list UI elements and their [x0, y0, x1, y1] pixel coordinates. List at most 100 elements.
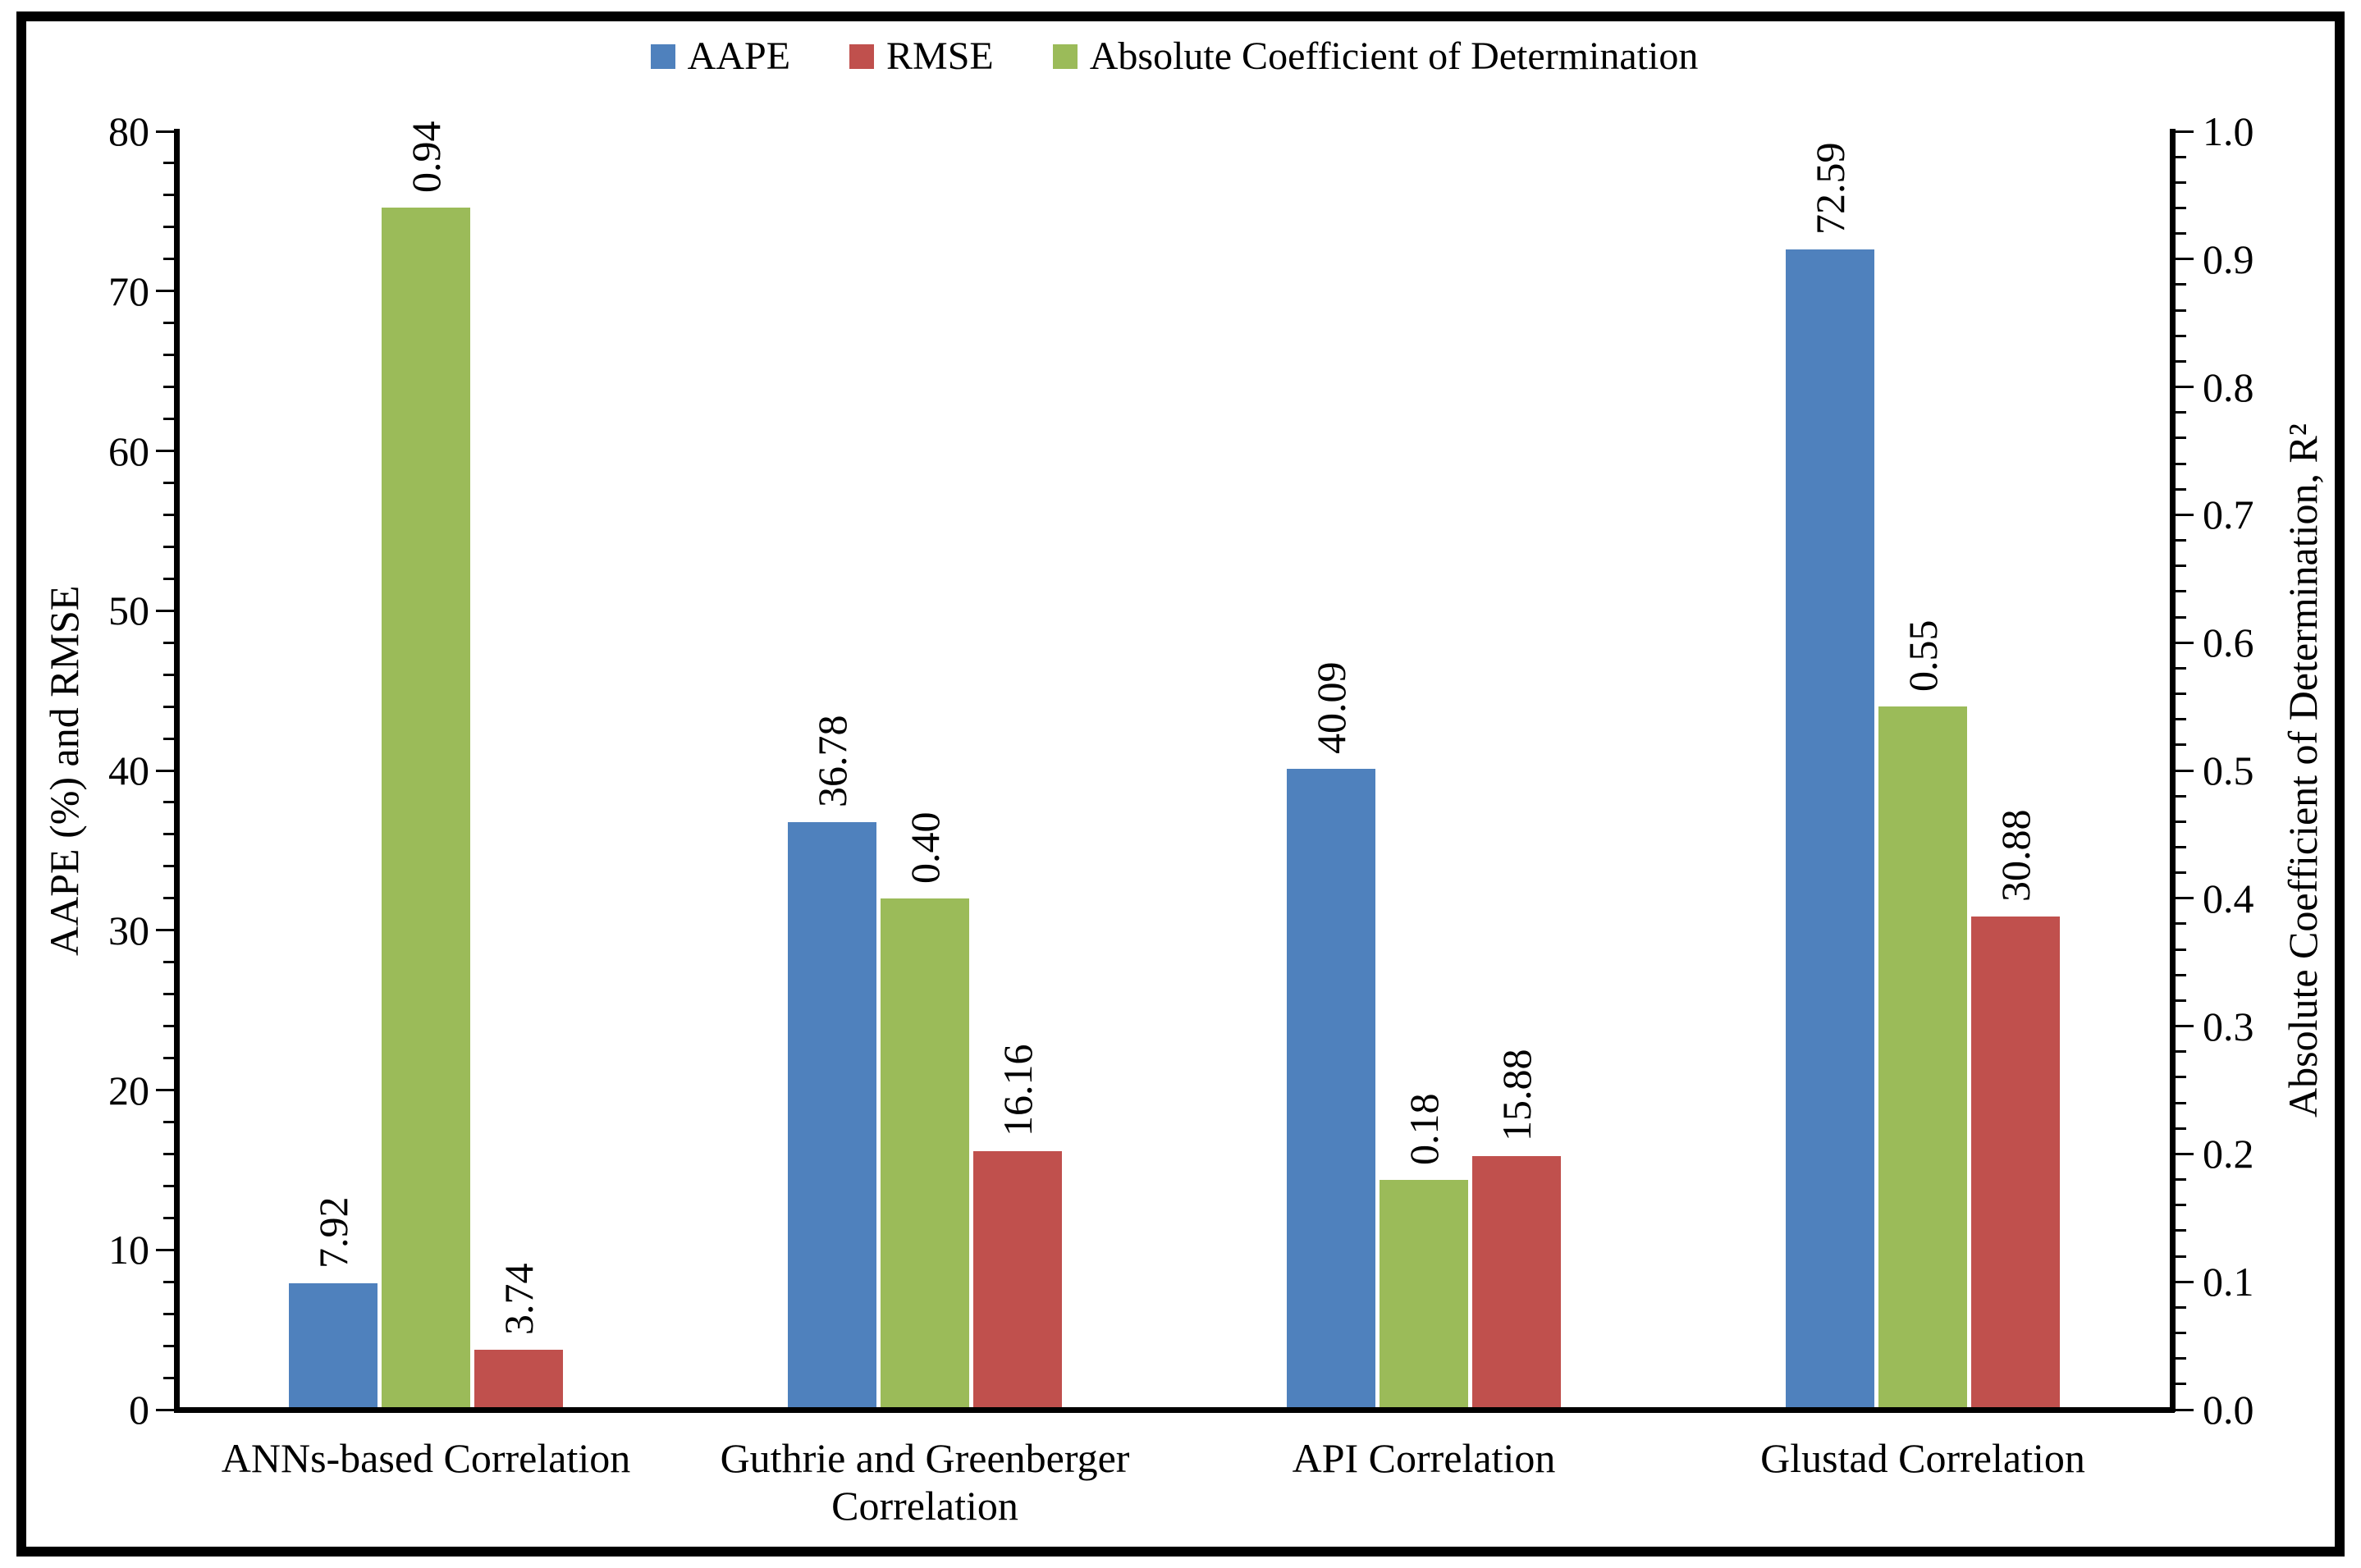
left-major-tick — [156, 1089, 174, 1091]
left-major-tick — [156, 609, 174, 612]
bar-label-aape-glustad-correlation: 72.59 — [1807, 142, 1853, 235]
right-tick-label: 0.0 — [2203, 1387, 2254, 1433]
right-major-tick — [2176, 513, 2194, 516]
left-minor-tick — [163, 1312, 174, 1315]
bar-absolute-coefficient-of-determination-guthrie-and-greenberger-correlation — [881, 898, 969, 1410]
legend: AAPE RMSE Absolute Coefficient of Determin… — [176, 31, 2172, 82]
right-major-tick — [2176, 258, 2194, 261]
left-tick-label: 0 — [129, 1387, 149, 1433]
left-minor-tick — [163, 641, 174, 644]
left-tick-label: 20 — [108, 1067, 149, 1113]
bar-label-aape-anns-based-correlation: 7.92 — [310, 1196, 356, 1269]
bar-label-rmse-glustad-correlation: 30.88 — [1993, 809, 2038, 902]
left-minor-tick — [163, 162, 174, 165]
bar-label-rmse-guthrie-and-greenberger-correlation: 16.16 — [995, 1044, 1041, 1137]
left-major-tick — [156, 1248, 174, 1251]
right-minor-tick — [2176, 1255, 2186, 1258]
right-minor-tick — [2176, 1305, 2186, 1309]
left-minor-tick — [163, 1344, 174, 1347]
left-minor-tick — [163, 577, 174, 580]
right-minor-tick — [2176, 718, 2186, 721]
left-tick-label: 60 — [108, 427, 149, 474]
right-tick-label: 0.1 — [2203, 1259, 2254, 1305]
left-tick-label: 80 — [108, 108, 149, 154]
category-label-anns-based-correlation: ANNs-based Correlation — [221, 1435, 631, 1481]
bar-absolute-coefficient-of-determination-api-correlation — [1380, 1179, 1468, 1410]
bar-label-aape-guthrie-and-greenberger-correlation: 36.78 — [809, 715, 855, 807]
right-major-tick — [2176, 1025, 2194, 1028]
bar-label-rmse-api-correlation: 15.88 — [1494, 1049, 1540, 1141]
right-major-tick — [2176, 1408, 2194, 1411]
right-minor-tick — [2176, 359, 2186, 363]
right-tick-label: 0.9 — [2203, 235, 2254, 282]
right-tick-label: 0.7 — [2203, 491, 2254, 538]
right-axis-line — [2170, 129, 2176, 1412]
left-minor-tick — [163, 673, 174, 676]
left-tick-label: 10 — [108, 1227, 149, 1273]
left-minor-tick — [163, 386, 174, 389]
legend-item-aape: AAPE — [650, 34, 791, 80]
legend-swatch-rmse-icon — [849, 44, 875, 69]
left-major-tick — [156, 450, 174, 452]
legend-swatch-absolute-coefficient-of-determination-icon — [1052, 44, 1078, 69]
bar-rmse-guthrie-and-greenberger-correlation — [973, 1151, 1062, 1410]
right-minor-tick — [2176, 232, 2186, 235]
left-minor-tick — [163, 993, 174, 996]
right-minor-tick — [2176, 411, 2186, 414]
left-minor-tick — [163, 1280, 174, 1283]
left-minor-tick — [163, 1025, 174, 1028]
right-minor-tick — [2176, 462, 2186, 465]
right-minor-tick — [2176, 693, 2186, 696]
category-label-glustad-correlation: Glustad Correlation — [1760, 1435, 2085, 1481]
left-major-tick — [156, 130, 174, 133]
left-tick-label: 50 — [108, 587, 149, 634]
right-major-tick — [2176, 897, 2194, 900]
right-minor-tick — [2176, 1383, 2186, 1386]
right-minor-tick — [2176, 437, 2186, 440]
right-minor-tick — [2176, 309, 2186, 312]
left-minor-tick — [163, 865, 174, 868]
right-minor-tick — [2176, 334, 2186, 337]
right-minor-tick — [2176, 283, 2186, 286]
right-minor-tick — [2176, 871, 2186, 875]
left-tick-label: 40 — [108, 747, 149, 793]
right-tick-label: 0.3 — [2203, 1003, 2254, 1049]
left-minor-tick — [163, 481, 174, 484]
left-axis-title: AAPE (%) and RMSE — [41, 585, 87, 956]
right-minor-tick — [2176, 1076, 2186, 1079]
right-major-tick — [2176, 1152, 2194, 1155]
left-minor-tick — [163, 194, 174, 197]
right-major-tick — [2176, 1280, 2194, 1283]
left-minor-tick — [163, 1184, 174, 1187]
legend-label: AAPE — [687, 34, 791, 78]
legend-label: RMSE — [886, 34, 994, 78]
bar-aape-glustad-correlation — [1786, 249, 1874, 1410]
left-major-tick — [156, 290, 174, 293]
left-major-tick — [156, 1408, 174, 1411]
right-axis-title: Absolute Coefficient of Determination, R… — [2280, 423, 2326, 1118]
bar-label-absolute-coefficient-of-determination-api-correlation: 0.18 — [1401, 1093, 1447, 1165]
left-minor-tick — [163, 322, 174, 325]
left-minor-tick — [163, 418, 174, 421]
right-tick-label: 0.6 — [2203, 619, 2254, 666]
right-minor-tick — [2176, 1204, 2186, 1207]
right-minor-tick — [2176, 845, 2186, 848]
right-minor-tick — [2176, 615, 2186, 619]
left-minor-tick — [163, 1120, 174, 1123]
right-major-tick — [2176, 769, 2194, 772]
right-minor-tick — [2176, 1357, 2186, 1360]
left-minor-tick — [163, 354, 174, 357]
left-minor-tick — [163, 737, 174, 740]
left-minor-tick — [163, 1057, 174, 1060]
right-minor-tick — [2176, 999, 2186, 1002]
bottom-axis-line — [174, 1407, 2175, 1413]
right-minor-tick — [2176, 948, 2186, 951]
legend-item-absolute-coefficient-of-determination: Absolute Coefficient of Determination — [1052, 34, 1698, 80]
left-minor-tick — [163, 705, 174, 708]
left-major-tick — [156, 769, 174, 772]
right-minor-tick — [2176, 565, 2186, 568]
bar-label-rmse-anns-based-correlation: 3.74 — [496, 1263, 542, 1336]
legend-swatch-aape-icon — [650, 44, 675, 69]
right-minor-tick — [2176, 206, 2186, 209]
right-tick-label: 0.5 — [2203, 747, 2254, 793]
